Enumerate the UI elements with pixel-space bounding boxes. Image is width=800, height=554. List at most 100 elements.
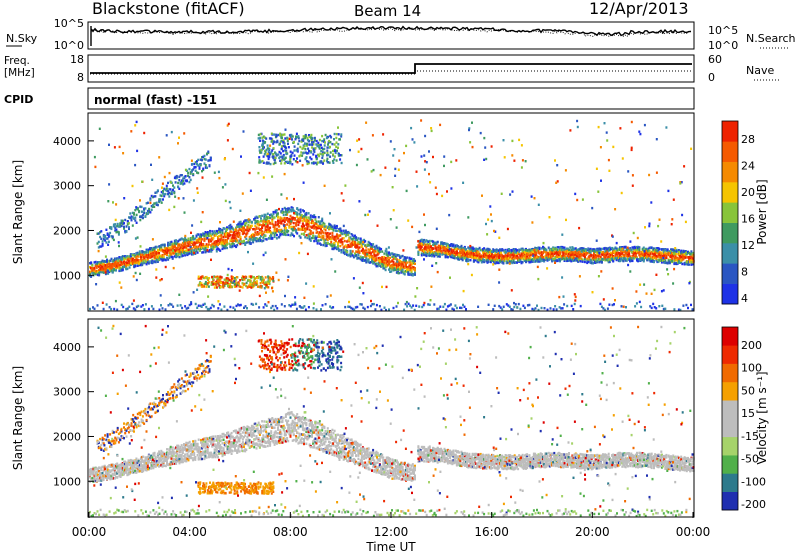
power-band-cell xyxy=(457,245,460,248)
power-band-cell xyxy=(243,227,245,230)
power-band-cell xyxy=(557,246,560,249)
power-band-cell xyxy=(267,237,270,240)
power-band-cell xyxy=(445,252,448,256)
power-band-cell xyxy=(474,259,476,262)
power-band-cell xyxy=(553,250,556,254)
power-band-cell xyxy=(170,252,173,255)
power-band-cell xyxy=(407,273,410,276)
power-band-cell xyxy=(360,249,363,252)
power-band-cell xyxy=(548,247,551,251)
power-patch-cell xyxy=(283,142,286,145)
power-band-cell xyxy=(369,261,372,264)
power-band-cell xyxy=(230,245,233,249)
power-band-cell xyxy=(571,256,574,259)
power-streak-cell xyxy=(106,233,109,236)
power-band-cell xyxy=(444,242,447,245)
power-band-cell xyxy=(240,223,243,226)
power-band-cell xyxy=(621,252,624,255)
power-band-cell xyxy=(287,209,290,212)
power-band-cell xyxy=(486,261,489,264)
power-band-cell xyxy=(528,250,531,253)
power-band-cell xyxy=(296,211,299,215)
power-band-cell xyxy=(647,251,650,254)
power-band-cell xyxy=(154,260,157,264)
power-band-cell xyxy=(499,256,501,259)
power-band-cell xyxy=(349,253,352,256)
power-band-cell xyxy=(118,269,121,273)
power-band-cell xyxy=(630,248,633,252)
power-patch-cell xyxy=(262,155,265,158)
power-band-cell xyxy=(468,247,471,250)
power-band-cell xyxy=(606,252,609,256)
power-band-cell xyxy=(591,248,594,251)
freq-left-unit: [MHz] xyxy=(4,67,35,79)
power-band-cell xyxy=(385,258,388,262)
power-band-cell xyxy=(337,241,339,244)
power-band-cell xyxy=(608,254,611,257)
power-band-cell xyxy=(365,259,368,263)
power-streak-cell xyxy=(168,191,171,194)
power-band-cell xyxy=(436,250,439,253)
power-band-cell xyxy=(328,222,330,226)
power-band-cell xyxy=(102,267,105,270)
power-band-cell xyxy=(367,240,370,244)
power-band-cell xyxy=(529,256,532,260)
power-band-cell xyxy=(202,243,205,247)
power-band-cell xyxy=(275,209,278,212)
power-band-cell xyxy=(354,240,356,243)
power-band-cell xyxy=(175,255,178,258)
power-band-cell xyxy=(146,248,149,251)
power-band-cell xyxy=(239,228,242,231)
power-band-cell xyxy=(158,248,161,252)
power-band-cell xyxy=(339,228,342,231)
power-band-cell xyxy=(660,255,663,259)
power-band-cell xyxy=(616,254,619,257)
power-band-cell xyxy=(315,222,318,225)
power-band-cell xyxy=(358,251,361,254)
power-band-cell xyxy=(203,233,206,236)
power-band-cell xyxy=(263,216,266,219)
noise-right-tick-bottom: 10^0 xyxy=(708,39,738,52)
power-band-cell xyxy=(647,249,650,252)
power-band-cell xyxy=(512,251,515,254)
power-band-cell xyxy=(179,246,182,249)
power-band-cell xyxy=(328,236,330,239)
power-band-cell xyxy=(292,217,295,220)
power-band-cell xyxy=(98,268,101,272)
power-band-cell xyxy=(320,243,322,246)
power-band-cell xyxy=(497,251,500,254)
power-band-cell xyxy=(218,242,221,245)
power-band-cell xyxy=(590,249,593,253)
power-band-cell xyxy=(150,252,153,256)
power-band-cell xyxy=(307,225,310,228)
power-band-cell xyxy=(142,255,145,259)
power-lowpatch-cell xyxy=(257,275,260,278)
power-band-cell xyxy=(192,250,195,253)
power-band-cell xyxy=(147,254,150,257)
power-band-cell xyxy=(101,269,104,272)
power-band-cell xyxy=(630,257,633,260)
power-patch-cell xyxy=(261,136,264,139)
power-band-cell xyxy=(351,250,354,253)
power-band-cell xyxy=(132,258,134,261)
power-band-cell xyxy=(668,255,671,258)
power-band-cell xyxy=(90,275,93,278)
freq-right-tick-top: 60 xyxy=(708,53,722,66)
power-band-cell xyxy=(220,242,223,246)
power-band-cell xyxy=(528,258,531,262)
power-patch-cell xyxy=(295,136,297,139)
power-streak-cell xyxy=(194,166,197,169)
power-band-cell xyxy=(270,237,273,240)
power-band-cell xyxy=(119,257,122,261)
power-band-cell xyxy=(446,243,449,246)
power-streak-cell xyxy=(111,235,114,239)
power-band-cell xyxy=(440,249,443,253)
power-band-cell xyxy=(565,258,568,261)
power-streak-cell xyxy=(96,232,99,235)
power-band-cell xyxy=(255,220,258,224)
power-band-cell xyxy=(254,216,257,219)
power-band-cell xyxy=(142,260,145,263)
power-band-cell xyxy=(167,243,170,246)
power-band-cell xyxy=(243,225,245,229)
power-band-cell xyxy=(611,246,614,250)
